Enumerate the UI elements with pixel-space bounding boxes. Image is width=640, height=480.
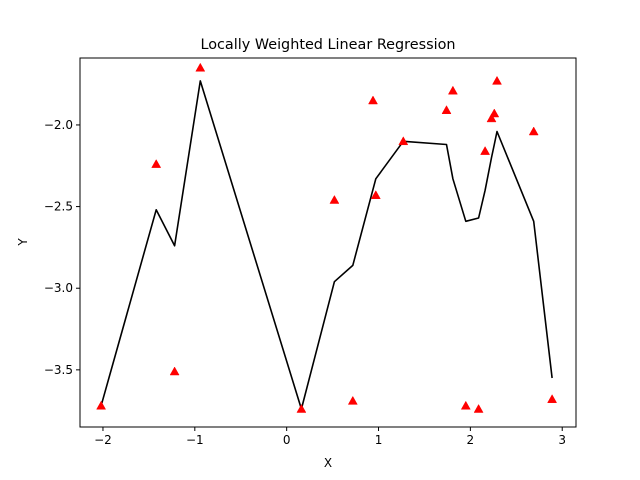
data-point [473,403,484,413]
data-point [486,113,497,123]
data-point [480,146,491,155]
data-point [441,105,452,114]
y-tick-label: −2.0 [44,118,73,132]
y-axis-label: Y [16,238,30,247]
x-tick-label: 2 [467,433,475,447]
data-point [96,400,107,410]
chart-title: Locally Weighted Linear Regression [200,37,455,53]
plot-frame [79,57,577,428]
x-axis-label: X [324,456,332,470]
data-point [169,366,180,376]
data-point [151,159,162,168]
series-layer [96,62,558,413]
plot-area [80,58,576,427]
x-tick-label: −1 [186,433,204,447]
data-point [398,136,409,146]
data-point [528,126,539,136]
x-tick-label: 3 [558,433,566,447]
x-tick-label: −2 [94,433,112,447]
data-point [296,403,307,413]
data-point [347,395,358,405]
regression-line [100,80,553,410]
data-point [368,95,378,105]
y-tick-label: −3.5 [44,363,73,377]
x-tick-label: 1 [375,433,383,447]
axis-ticks: −2 −1 0 1 2 3 −3.5 −3.0 −2.5 −2.0 [44,118,566,447]
data-point [447,85,458,95]
y-tick-label: −2.5 [44,200,73,214]
data-point [195,62,206,72]
data-point [329,194,340,204]
y-tick-label: −3.0 [44,281,73,295]
data-point [547,394,558,403]
data-point [489,108,500,118]
data-point [492,75,502,85]
data-point [460,400,471,410]
x-tick-label: 0 [283,433,291,447]
data-point [370,190,381,199]
